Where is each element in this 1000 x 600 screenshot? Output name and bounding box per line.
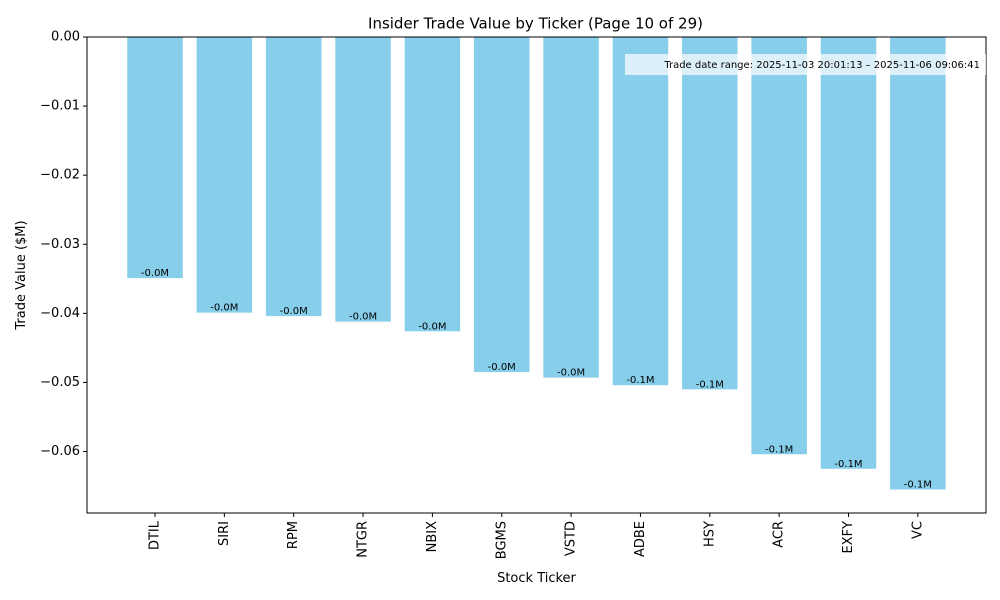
annotation-background (625, 54, 986, 75)
data-label-dtil: -0.0M (141, 268, 169, 279)
bars-group: -0.0M -0.0M -0.0M -0.0M -0.0M -0.0M -0.0M -0.1M… (127, 37, 946, 491)
y-tick-label: −0.06 (40, 444, 80, 459)
data-label-rpm: -0.0M (280, 306, 308, 317)
x-tick-label: ACR (772, 521, 787, 548)
bar-nbix (404, 37, 461, 332)
x-tick-label: VSTD (564, 521, 579, 556)
x-tick-label: EXFY (841, 521, 856, 554)
bar-ntgr (335, 37, 391, 322)
y-axis: 0.00 −0.01 −0.02 −0.03 −0.04 −0.05 −0.06 (40, 30, 87, 459)
bar-adbe (612, 37, 669, 386)
plot-frame (86, 36, 987, 514)
y-tick-label: −0.02 (40, 168, 80, 183)
annotation-text: Trade date range: 2025-11-03 20:01:13 – … (663, 60, 980, 71)
y-axis-label: Trade Value ($M) (14, 220, 29, 330)
data-label-acr: -0.1M (765, 444, 793, 455)
bar-vc (890, 37, 946, 490)
x-tick-label: RPM (286, 521, 301, 549)
bar-rpm (265, 37, 322, 317)
x-tick-label: NBIX (425, 521, 440, 552)
x-axis: DTIL SIRI RPM NTGR NBIX BGMS VSTD ADBE HSY ACR EXF… (148, 513, 925, 559)
bar-acr (751, 37, 807, 455)
data-label-ntgr: -0.0M (349, 312, 377, 323)
data-label-vc: -0.1M (904, 480, 932, 491)
y-tick-label: −0.05 (40, 375, 80, 390)
y-tick-label: −0.01 (40, 99, 80, 114)
data-label-bgms: -0.0M (488, 362, 516, 373)
x-tick-label: SIRI (217, 521, 232, 546)
data-label-siri: -0.0M (210, 303, 238, 314)
x-tick-label: ADBE (633, 521, 648, 557)
data-label-adbe: -0.1M (626, 375, 654, 386)
bar-siri (196, 37, 253, 313)
y-tick-label: 0.00 (51, 30, 80, 45)
data-label-nbix: -0.0M (418, 321, 446, 332)
data-label-exfy: -0.1M (834, 459, 862, 470)
bar-exfy (820, 37, 877, 469)
y-tick-label: −0.04 (40, 306, 80, 321)
y-tick-label: −0.03 (40, 237, 80, 252)
bar-dtil (127, 37, 183, 279)
x-tick-label: NTGR (356, 521, 371, 558)
x-tick-label: HSY (702, 521, 717, 547)
x-tick-label: VC (910, 521, 925, 539)
data-label-vstd: -0.0M (557, 368, 585, 379)
bar-hsy (682, 37, 738, 390)
bar-bgms (474, 37, 530, 373)
data-label-hsy: -0.1M (696, 379, 724, 390)
chart-title: Insider Trade Value by Ticker (Page 10 o… (368, 15, 703, 33)
bar-vstd (543, 37, 599, 378)
x-axis-label: Stock Ticker (497, 571, 576, 586)
date-range-annotation: Trade date range: 2025-11-03 20:01:13 – … (625, 54, 986, 75)
x-tick-label: DTIL (148, 520, 163, 550)
x-tick-label: BGMS (494, 521, 509, 559)
